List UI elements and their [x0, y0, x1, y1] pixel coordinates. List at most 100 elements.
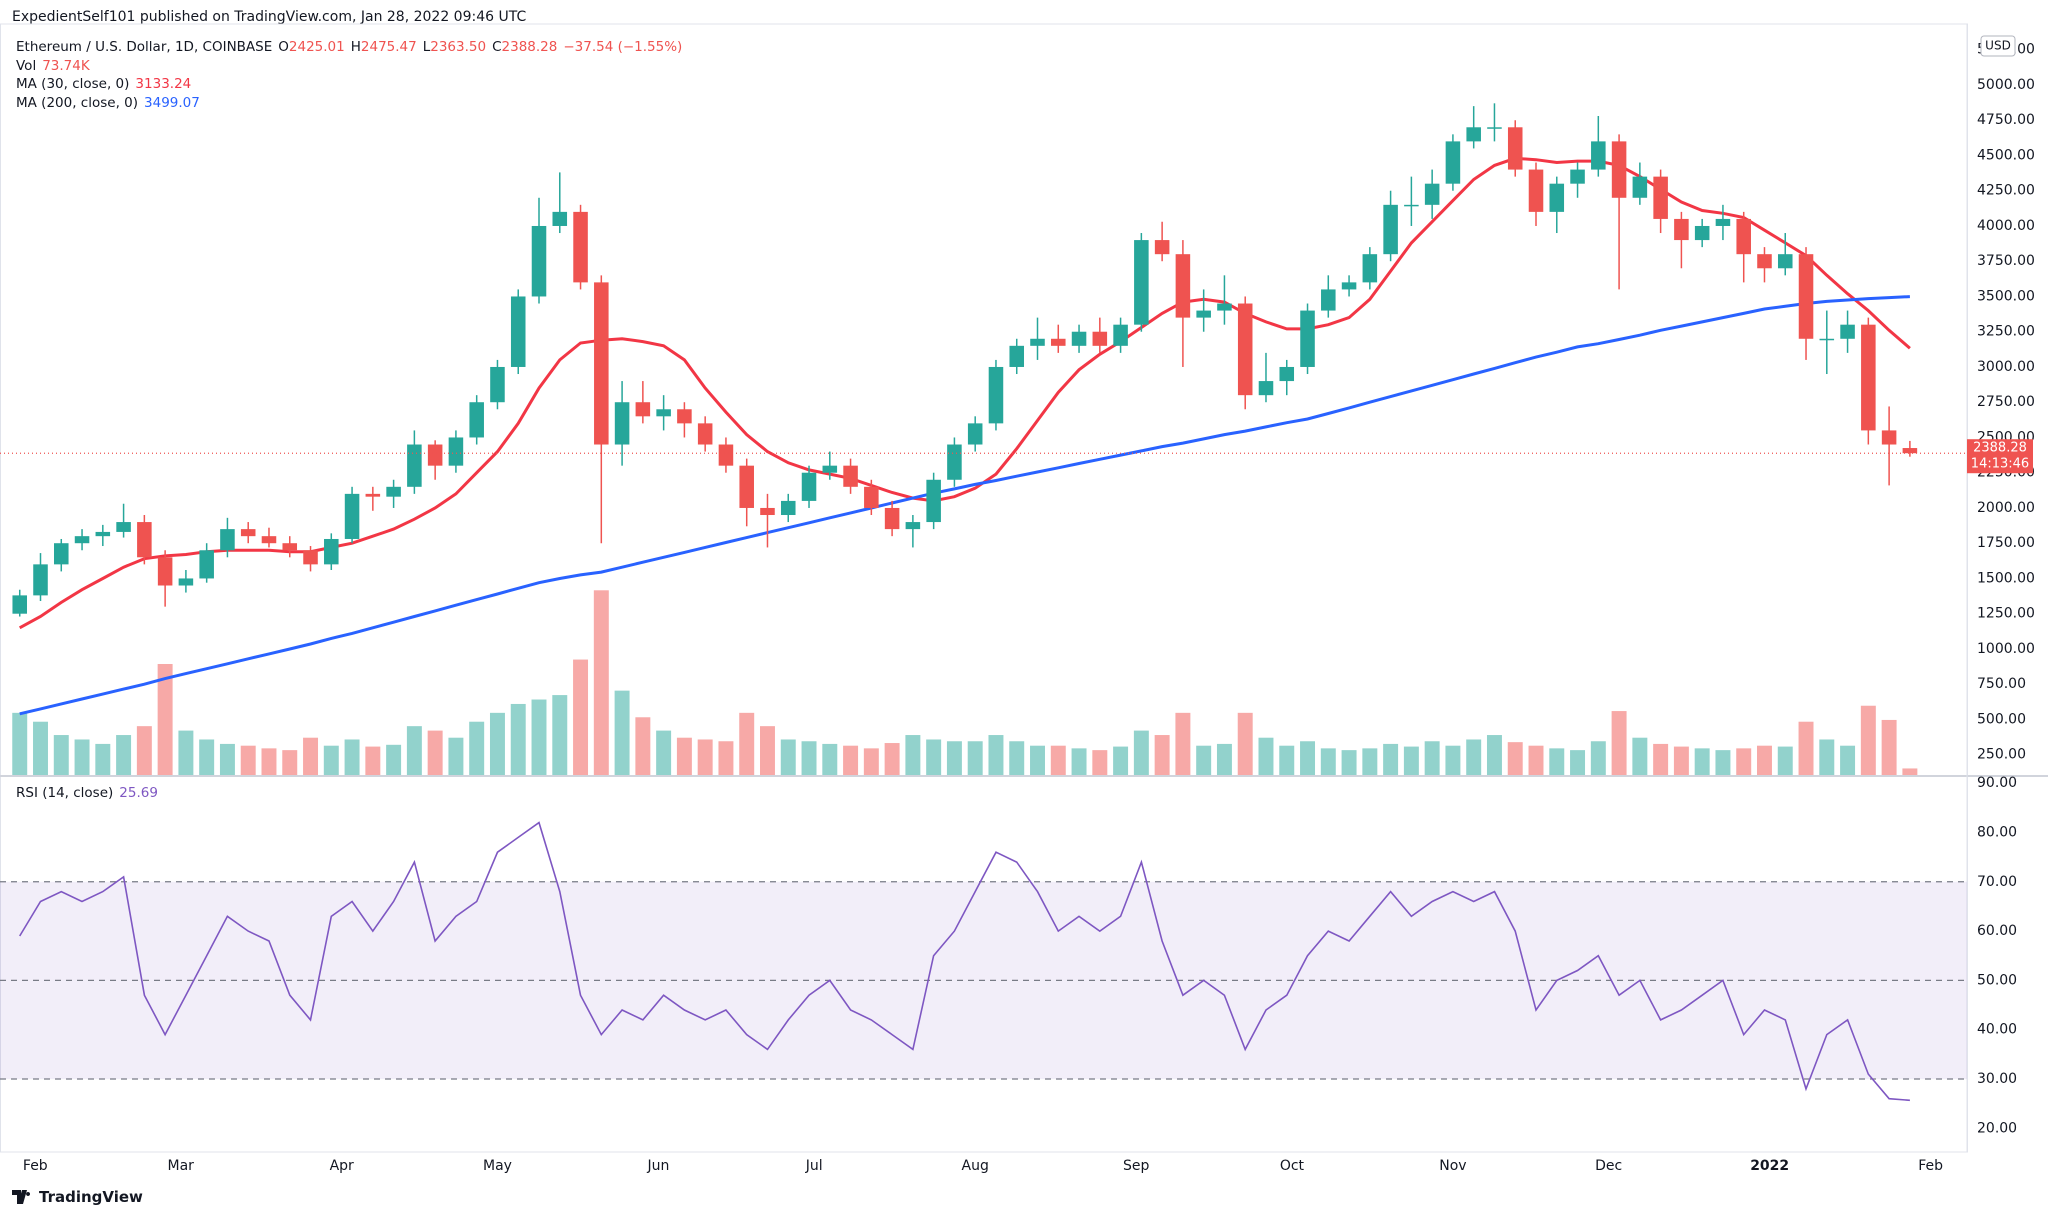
candle-body [1902, 448, 1918, 454]
symbol: Ethereum / U.S. Dollar, 1D, COINBASE [16, 39, 273, 55]
y-tick-label: 1250.00 [1977, 606, 2035, 622]
volume-bar [1840, 745, 1856, 775]
volume-bar [988, 735, 1004, 775]
candle-body [1445, 141, 1461, 184]
volume-bar [1881, 719, 1897, 775]
candle-body [1051, 338, 1066, 346]
candle-body [1487, 127, 1502, 129]
candle-body [573, 211, 588, 283]
candle-body [843, 465, 858, 487]
candle-body [967, 423, 983, 445]
volume-bar [178, 730, 194, 775]
volume-bar [95, 743, 111, 775]
volume-bar [1237, 712, 1253, 775]
volume-bar [261, 748, 277, 775]
rsi-tick-label: 70.00 [1977, 874, 2017, 890]
ohlc-value: 2425.01 [288, 39, 345, 55]
volume-bar [1528, 745, 1544, 775]
candle-body [1881, 430, 1897, 445]
volume-bar [635, 717, 651, 775]
candle-body [282, 543, 298, 551]
candle-body [884, 507, 900, 530]
candle-body [33, 564, 48, 596]
candle-body [178, 578, 194, 586]
change: −37.54 (−1.55%) [563, 39, 683, 55]
x-tick-label: 2022 [1750, 1158, 1789, 1174]
volume-bar [74, 739, 90, 775]
candle-body [303, 550, 318, 565]
candle-body [780, 500, 796, 516]
rsi-tick-label: 50.00 [1977, 972, 2017, 988]
y-tick-label: 2750.00 [1977, 394, 2035, 410]
ohlc-key: L [422, 39, 431, 55]
candle-body [1549, 183, 1565, 212]
candle-body [344, 493, 360, 539]
currency-box [1980, 35, 2016, 57]
volume-bar [1466, 739, 1482, 775]
candle-body [427, 444, 443, 466]
y-tick-label: 4500.00 [1977, 147, 2035, 163]
y-tick-label: 5000.00 [1977, 77, 2035, 93]
candle-body [1217, 303, 1232, 311]
brand: TradingView [39, 1188, 143, 1206]
currency-badge: USD [1980, 35, 2016, 57]
symbol-row: Ethereum / U.S. Dollar, 1D, COINBASE O242… [16, 38, 682, 57]
volume-bar [1030, 745, 1045, 775]
volume-bar [614, 690, 630, 775]
candle-body [1279, 366, 1295, 382]
rsi-legend: RSI (14, close) 25.69 [16, 785, 158, 801]
candle-body [1528, 169, 1544, 212]
candle-body [74, 536, 90, 544]
candle-body [1466, 127, 1481, 142]
candle-body [324, 538, 339, 565]
ohlc-value: 2475.47 [360, 39, 417, 55]
volume-bar [344, 739, 360, 775]
ma-name: MA (30, close, 0) [16, 76, 130, 93]
volume-bar [240, 745, 256, 775]
candle-body [1591, 141, 1606, 170]
volume-bar [469, 721, 485, 775]
rsi-tick-label: 40.00 [1977, 1022, 2017, 1038]
last-price-label: 2388.28 [1973, 441, 2027, 456]
candle-body [822, 465, 838, 473]
candle-body [510, 296, 526, 367]
candle-body [469, 402, 484, 438]
volume-bar [1486, 735, 1502, 775]
volume-bar [822, 743, 838, 775]
candle-body [1154, 240, 1170, 255]
volume-bar [1320, 748, 1336, 775]
volume-bar [531, 699, 547, 775]
x-tick-label: May [483, 1158, 512, 1174]
x-tick-label: Mar [167, 1158, 194, 1174]
volume-bar [33, 721, 48, 775]
volume-bar [282, 750, 298, 775]
volume-bar [1549, 748, 1565, 775]
volume-bar [593, 590, 609, 775]
candle-body [157, 557, 173, 586]
candle-body [1009, 345, 1025, 367]
x-tick-label: Nov [1439, 1158, 1466, 1174]
volume-bar [739, 712, 755, 775]
countdown-label: 14:13:46 [1971, 457, 2029, 472]
volume-bar [946, 741, 962, 775]
ohlc-value: 2363.50 [430, 39, 487, 55]
volume-bar [1819, 739, 1835, 775]
y-tick-label: 500.00 [1977, 711, 2026, 727]
volume-bar [1757, 745, 1772, 775]
ma-row: MA (200, close, 0) 3499.07 [16, 94, 682, 113]
candle-body [199, 550, 214, 579]
candle-body [1237, 303, 1253, 396]
volume-bar [1798, 721, 1814, 775]
volume-bar [365, 746, 381, 775]
y-tick-label: 3750.00 [1977, 253, 2035, 269]
candle-body [739, 465, 754, 508]
candle-body [448, 437, 464, 466]
rsi-tick-label: 30.00 [1977, 1071, 2017, 1087]
x-tick-label: Feb [23, 1158, 48, 1174]
volume-bar [1175, 712, 1191, 775]
y-tick-label: 4250.00 [1977, 183, 2035, 199]
candle-body [614, 402, 630, 445]
candle-body [12, 595, 28, 614]
currency-label: USD [1985, 39, 2011, 53]
candle-body [552, 211, 568, 226]
